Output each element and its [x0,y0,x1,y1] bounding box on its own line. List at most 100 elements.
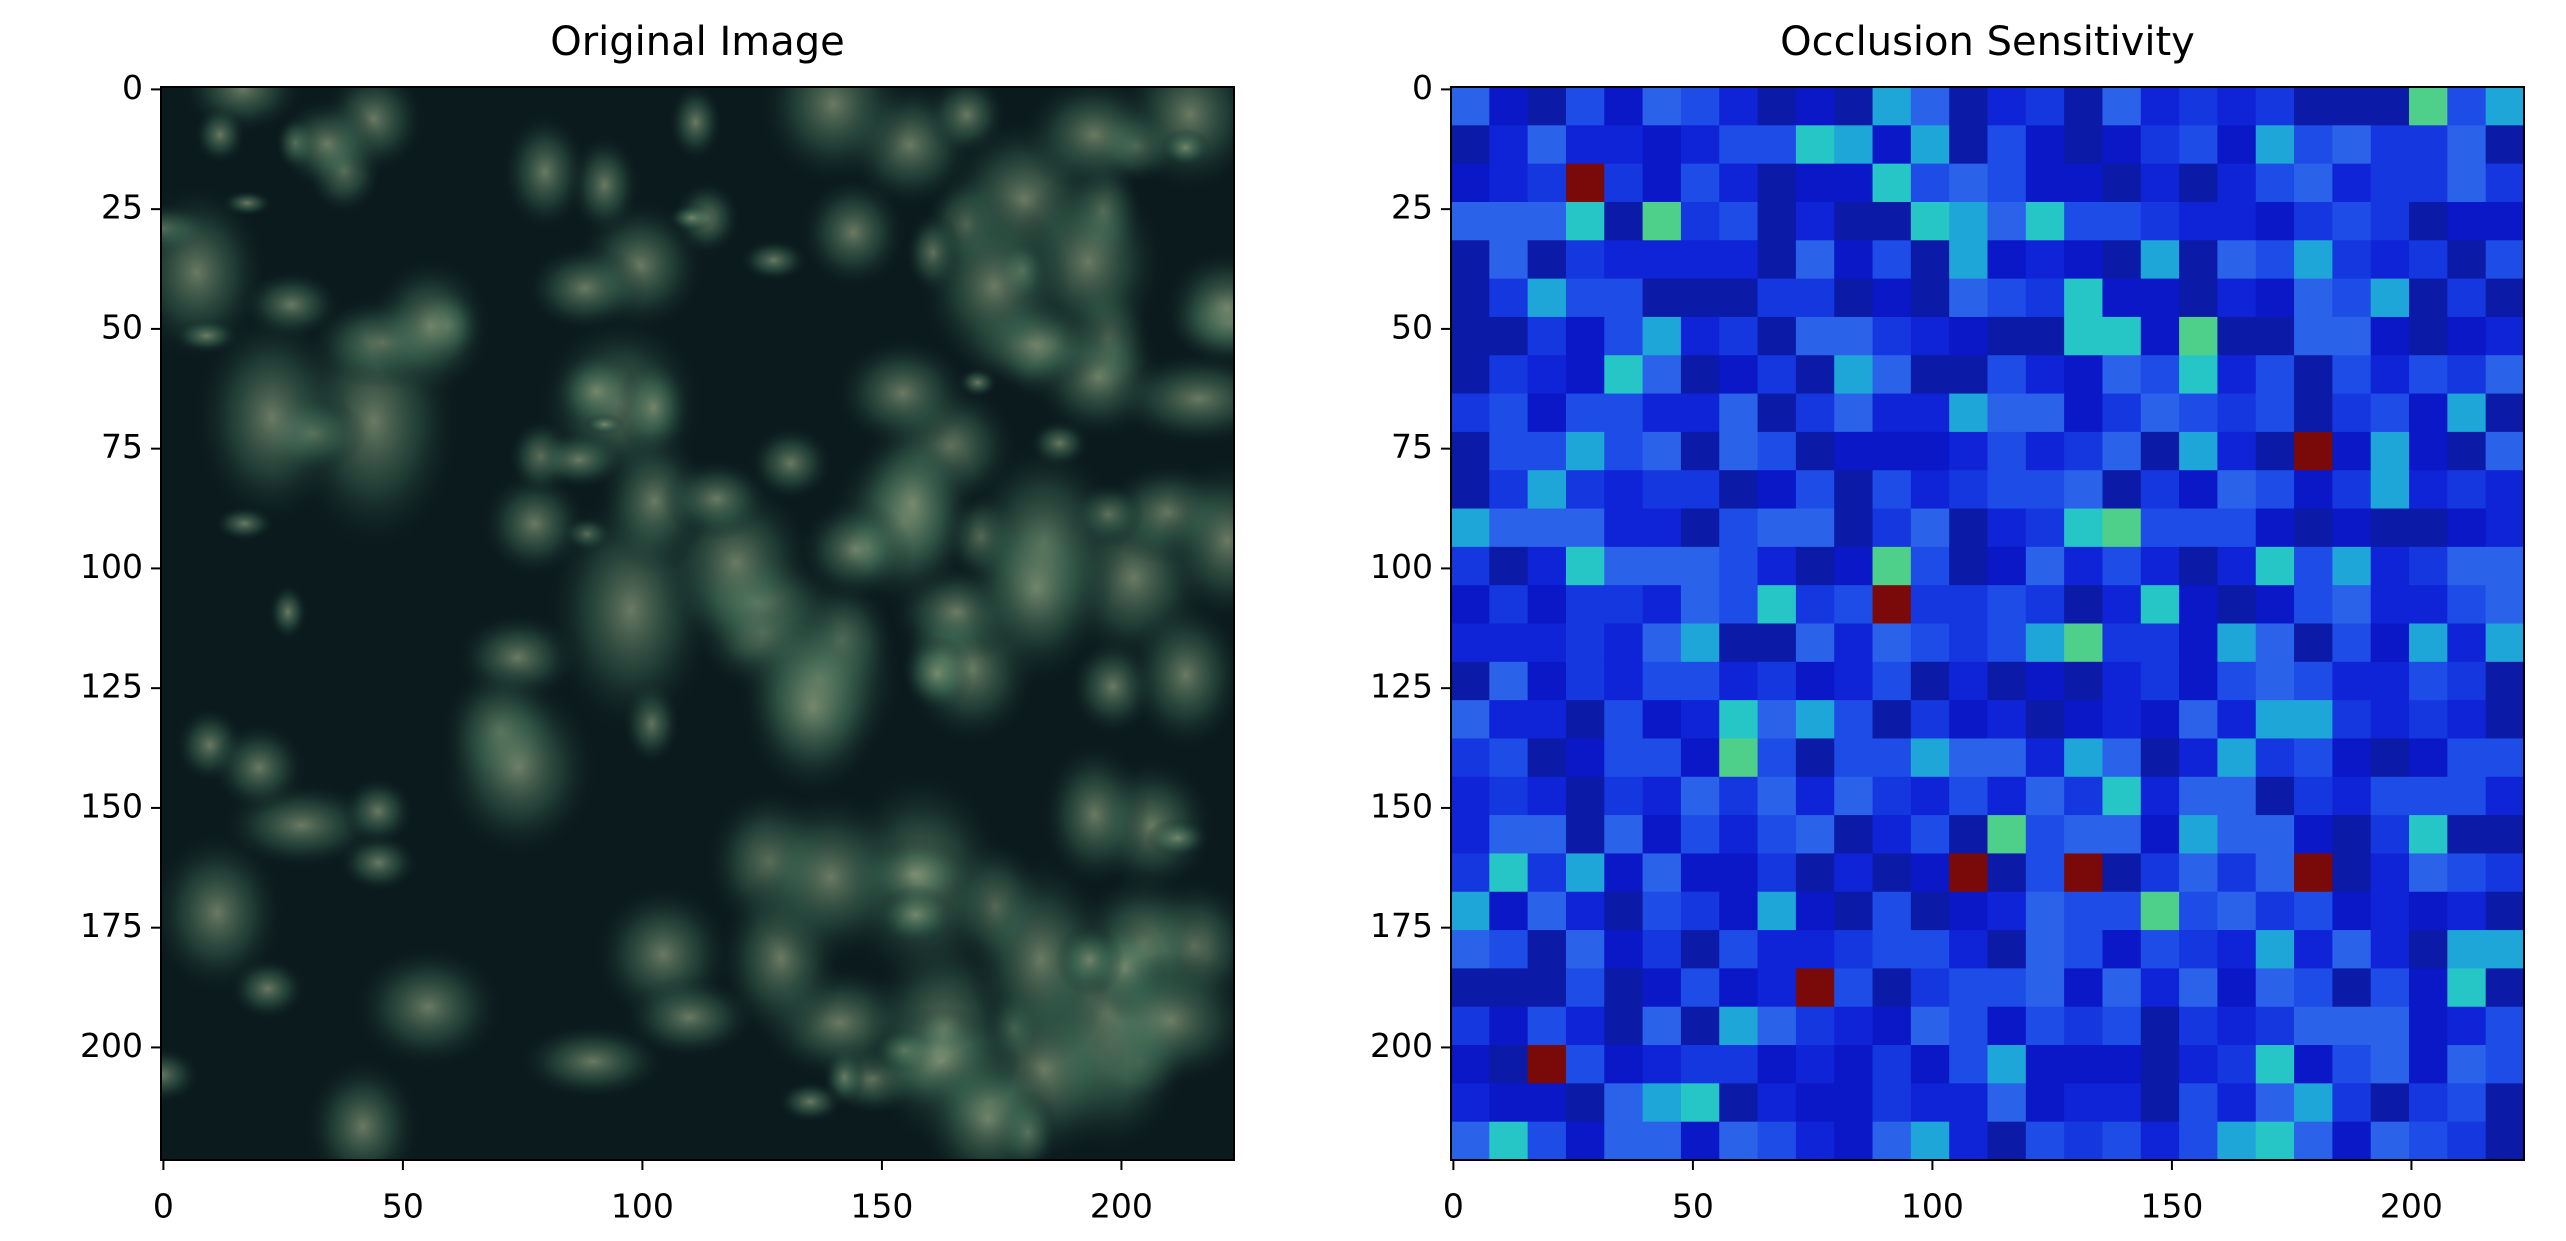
heatmap-cell [1451,623,1490,663]
heatmap-cell [1451,968,1490,1008]
heatmap-cell [2294,585,2333,624]
heatmap-cell [1910,278,1950,318]
x-tick-label: 0 [153,1187,174,1226]
heatmap-cell [1680,815,1720,854]
heatmap-cell [2409,1083,2448,1123]
heatmap-cell [2409,470,2448,510]
heatmap-cell [1987,700,2027,739]
heatmap-cell [2447,393,2487,433]
heatmap-cell [2370,585,2410,624]
heatmap-cell [1451,738,1490,778]
heatmap-cell [1795,508,1835,548]
heatmap-cell [2255,201,2295,241]
heatmap-cell [2025,431,2065,471]
heatmap-cell [2332,431,2372,471]
heatmap-cell [2217,815,2257,854]
x-tick-label: 150 [2140,1187,2203,1226]
heatmap-cell [1834,1083,1874,1123]
heatmap-cell [1642,316,1682,356]
heatmap-cell [1489,891,1529,931]
heatmap-cell [2447,163,2487,203]
heatmap-cell [1757,355,1797,395]
image-blotch [918,1042,1058,1160]
heatmap-cell [1719,815,1759,854]
heatmap-cell [2064,125,2103,165]
heatmap-cell [1872,316,1912,356]
heatmap-cell [1719,623,1759,663]
heatmap-cell [2370,891,2410,931]
heatmap-cell [2179,201,2218,241]
heatmap-cell [1565,431,1605,471]
heatmap-cell [2217,546,2257,586]
heatmap-cell [2332,738,2372,778]
heatmap-cell [2064,623,2103,663]
heatmap-cell [1451,700,1490,739]
heatmap-cell [1565,87,1605,126]
heatmap-cell [1527,201,1567,241]
heatmap-cell [2332,163,2372,203]
heatmap-cell [1949,1006,1988,1046]
heatmap-cell [2370,661,2410,701]
panel-occlusion: Occlusion Sensitivity 0 50 100 150 200 0 25 50 75… [1370,19,2525,1226]
heatmap-cell [2140,546,2180,586]
heatmap-cell [2294,1121,2333,1160]
heatmap-cell [1795,546,1835,586]
heatmap-cell [1757,700,1797,739]
heatmap-cell [2370,853,2410,893]
heatmap-cell [1527,661,1567,701]
heatmap-cell [2064,470,2103,510]
heatmap-cell [1527,853,1567,893]
heatmap-cell [2025,393,2065,433]
heatmap-cell [2409,853,2448,893]
heatmap-cell [1489,316,1529,356]
image-blotch [1124,596,1234,753]
heatmap-cell [2217,776,2257,816]
heatmap-cell [2370,1083,2410,1123]
heatmap-cell [2179,700,2218,739]
heatmap-cell [1527,700,1567,739]
heatmap-cell [1987,240,2027,280]
heatmap-cell [2485,316,2524,356]
heatmap-cell [2217,431,2257,471]
heatmap-cell [1872,891,1912,931]
heatmap-cell [1795,661,1835,701]
heatmap-cell [1565,355,1605,395]
heatmap-cell [1795,201,1835,241]
heatmap-cell [2409,431,2448,471]
heatmap-cell [2025,1083,2065,1123]
heatmap-cell [2409,968,2448,1008]
heatmap-cell [2370,546,2410,586]
heatmap-cell [2332,240,2372,280]
heatmap-cell [1872,738,1912,778]
heatmap-cell [1680,776,1720,816]
heatmap-cell [1604,393,1644,433]
heatmap-cell [1489,431,1529,471]
heatmap-cell [1987,585,2027,624]
heatmap-cell [2217,240,2257,280]
heatmap-cell [1451,201,1490,241]
image-texture [161,87,1234,1160]
heatmap-cell [1872,815,1912,854]
heatmap-cell [1642,546,1682,586]
heatmap-cell [1872,930,1912,969]
heatmap-cell [2409,776,2448,816]
y-tick-label: 200 [80,1026,143,1065]
heatmap-cell [2025,201,2065,241]
heatmap-cell [2140,700,2180,739]
heatmap-cell [1949,125,1988,165]
heatmap-cell [2332,393,2372,433]
y-tick-label: 0 [122,68,143,107]
heatmap-cell [1680,891,1720,931]
heatmap-cell [1757,1006,1797,1046]
heatmap-cell [2217,355,2257,395]
heatmap-cell [1642,891,1682,931]
heatmap-cell [2102,968,2142,1008]
heatmap-cell [1834,470,1874,510]
heatmap-cell [2179,815,2218,854]
heatmap-cell [2255,1121,2295,1160]
heatmap-cell [1757,623,1797,663]
heatmap-cell [1680,661,1720,701]
heatmap-cell [2217,661,2257,701]
heatmap-cell [1987,125,2027,165]
heatmap-cell [2294,1083,2333,1123]
